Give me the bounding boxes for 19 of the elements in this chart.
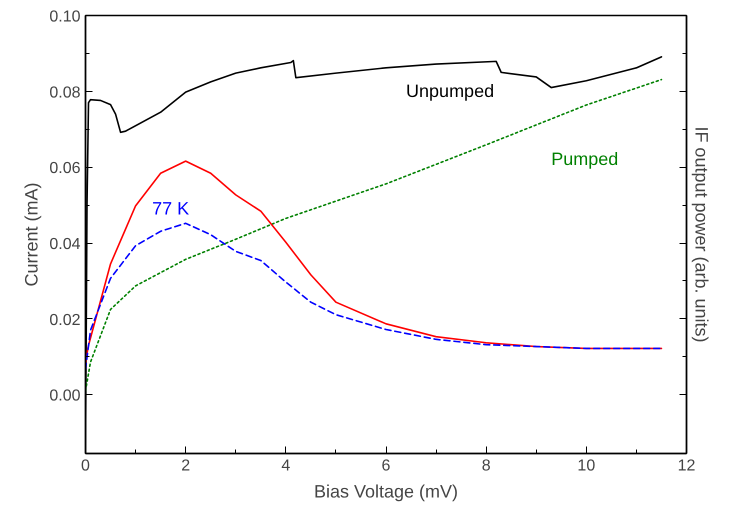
y-tick-label: 0.00 xyxy=(49,388,81,405)
y-axis-title: Current (mA) xyxy=(21,182,42,287)
series-label: Pumped xyxy=(551,149,618,170)
y-tick-label: 0.06 xyxy=(49,160,81,178)
series-label: Unpumped xyxy=(406,80,494,101)
y-tick-label: 0.08 xyxy=(49,84,81,102)
y-tick-label: 0.10 xyxy=(49,8,81,26)
x-tick-label: 2 xyxy=(181,458,190,474)
x-tick-label: 4 xyxy=(281,458,290,474)
y2-axis-title: IF output power (arb. units) xyxy=(692,126,712,343)
x-tick-label: 6 xyxy=(382,458,391,474)
x-tick-label: 8 xyxy=(482,458,491,474)
x-tick-label: 12 xyxy=(678,458,696,474)
y-tick-label: 0.02 xyxy=(49,312,81,329)
x-tick-label: 10 xyxy=(577,458,596,474)
series-label: 77 K xyxy=(152,198,190,218)
x-axis-title: Bias Voltage (mV) xyxy=(314,482,458,502)
y-tick-label: 0.04 xyxy=(49,236,81,254)
x-tick-label: 0 xyxy=(81,458,90,474)
